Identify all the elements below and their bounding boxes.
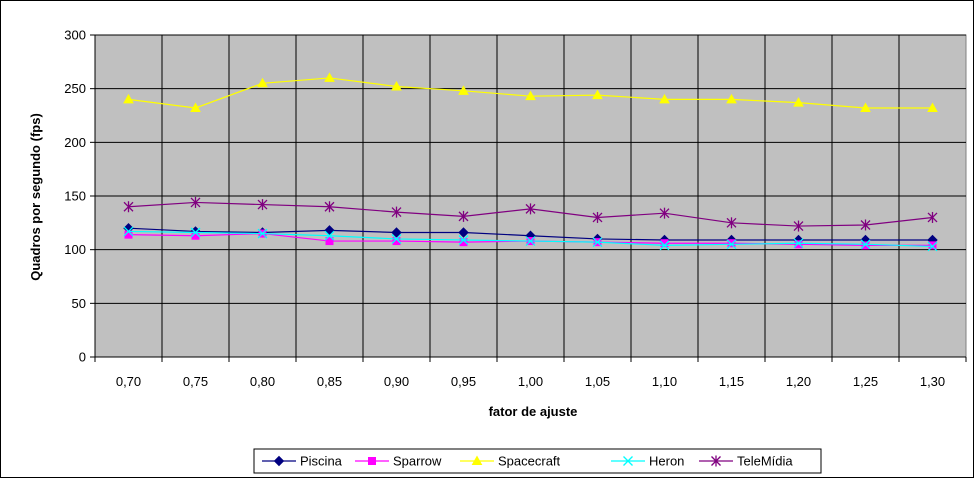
data-point bbox=[659, 207, 670, 219]
data-point bbox=[794, 240, 803, 249]
data-point bbox=[391, 227, 402, 238]
data-point bbox=[123, 201, 134, 213]
series-spacecraft bbox=[123, 72, 938, 112]
legend-marker bbox=[623, 456, 633, 466]
data-point bbox=[324, 230, 335, 241]
data-point bbox=[525, 203, 536, 215]
data-point bbox=[391, 81, 402, 91]
data-point bbox=[525, 90, 536, 101]
x-tick-label: 1,30 bbox=[920, 374, 945, 389]
x-tick-label: 0,90 bbox=[384, 374, 409, 389]
data-point bbox=[793, 220, 804, 232]
data-point bbox=[726, 93, 737, 104]
y-tick-label: 0 bbox=[79, 350, 86, 365]
data-point bbox=[525, 236, 536, 247]
y-tick-label: 50 bbox=[72, 296, 86, 311]
y-tick-label: 300 bbox=[64, 28, 86, 43]
legend-marker bbox=[471, 455, 483, 465]
x-tick-label: 0,75 bbox=[183, 374, 208, 389]
data-point bbox=[257, 199, 268, 211]
x-tick-label: 1,10 bbox=[652, 374, 677, 389]
y-tick-label: 150 bbox=[64, 189, 86, 204]
x-tick-label: 1,20 bbox=[786, 374, 811, 389]
legend-label: Piscina bbox=[300, 454, 343, 469]
x-axis-title: fator de ajuste bbox=[489, 404, 578, 419]
data-point bbox=[927, 102, 938, 112]
x-tick-label: 1,00 bbox=[518, 374, 543, 389]
x-tick-label: 1,15 bbox=[719, 374, 744, 389]
plot-area bbox=[94, 34, 967, 358]
x-tick-label: 0,70 bbox=[116, 374, 141, 389]
data-point bbox=[391, 233, 402, 244]
data-point bbox=[324, 72, 335, 82]
data-point bbox=[190, 227, 201, 238]
series-telemídia bbox=[123, 196, 938, 232]
data-point bbox=[190, 196, 201, 208]
data-point bbox=[927, 241, 938, 252]
data-point bbox=[592, 237, 603, 248]
legend-label: TeleMídia bbox=[737, 454, 793, 469]
y-tick-label: 100 bbox=[64, 242, 86, 257]
data-point bbox=[860, 219, 871, 231]
data-point bbox=[257, 77, 268, 88]
legend-label: Sparrow bbox=[393, 454, 442, 469]
legend: Piscina Sparrow Spacecraft Heron TeleMídia bbox=[253, 448, 822, 474]
series-heron bbox=[123, 226, 938, 252]
data-point bbox=[793, 97, 804, 107]
data-point bbox=[391, 206, 402, 218]
data-point bbox=[793, 238, 804, 249]
x-tick-label: 1,25 bbox=[853, 374, 878, 389]
data-point bbox=[458, 210, 469, 222]
data-point bbox=[860, 102, 871, 112]
data-point bbox=[458, 227, 469, 238]
data-point bbox=[928, 241, 937, 250]
y-tick-label: 250 bbox=[64, 81, 86, 96]
data-point bbox=[459, 238, 468, 247]
data-point bbox=[927, 211, 938, 223]
data-point bbox=[392, 237, 401, 246]
data-point bbox=[660, 239, 669, 248]
data-point bbox=[592, 211, 603, 223]
data-point bbox=[458, 85, 469, 95]
data-point bbox=[325, 237, 334, 246]
data-point bbox=[726, 239, 737, 250]
series-layer bbox=[123, 72, 938, 252]
x-tick-label: 0,95 bbox=[451, 374, 476, 389]
legend-marker bbox=[273, 455, 285, 467]
data-point bbox=[727, 239, 736, 248]
x-tick-label: 0,80 bbox=[250, 374, 275, 389]
axes: 0 50 100 150 200 250 300 0,70 0,75 0,80 0,85 0,90 0,… bbox=[64, 28, 967, 389]
legend-marker bbox=[711, 455, 721, 467]
data-point bbox=[190, 102, 201, 112]
data-point bbox=[726, 217, 737, 229]
data-point bbox=[458, 235, 469, 245]
legend-label: Spacecraft bbox=[498, 454, 561, 469]
y-axis-title: Quadros por segundo (fps) bbox=[28, 113, 43, 281]
x-tick-label: 1,05 bbox=[585, 374, 610, 389]
data-point bbox=[592, 89, 603, 100]
y-tick-label: 200 bbox=[64, 135, 86, 150]
data-point bbox=[861, 241, 870, 250]
data-point bbox=[123, 226, 134, 237]
data-point bbox=[659, 93, 670, 104]
legend-label: Heron bbox=[649, 454, 684, 469]
data-point bbox=[123, 93, 134, 104]
data-point bbox=[860, 239, 871, 250]
legend-marker bbox=[368, 457, 376, 465]
data-point bbox=[659, 240, 670, 251]
data-point bbox=[324, 201, 335, 213]
x-tick-label: 0,85 bbox=[317, 374, 342, 389]
data-point bbox=[257, 228, 268, 239]
